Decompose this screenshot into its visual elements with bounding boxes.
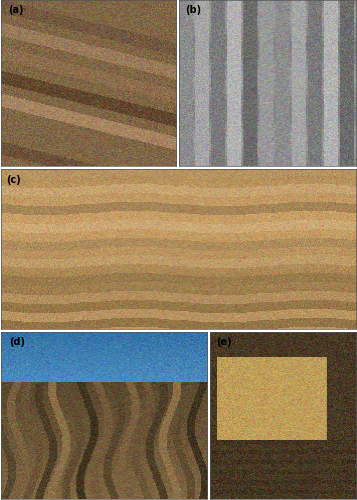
Text: (c): (c) — [6, 176, 21, 186]
Text: (e): (e) — [216, 337, 231, 347]
Text: (a): (a) — [8, 5, 23, 15]
Text: (d): (d) — [9, 337, 25, 347]
Text: (b): (b) — [186, 5, 202, 15]
